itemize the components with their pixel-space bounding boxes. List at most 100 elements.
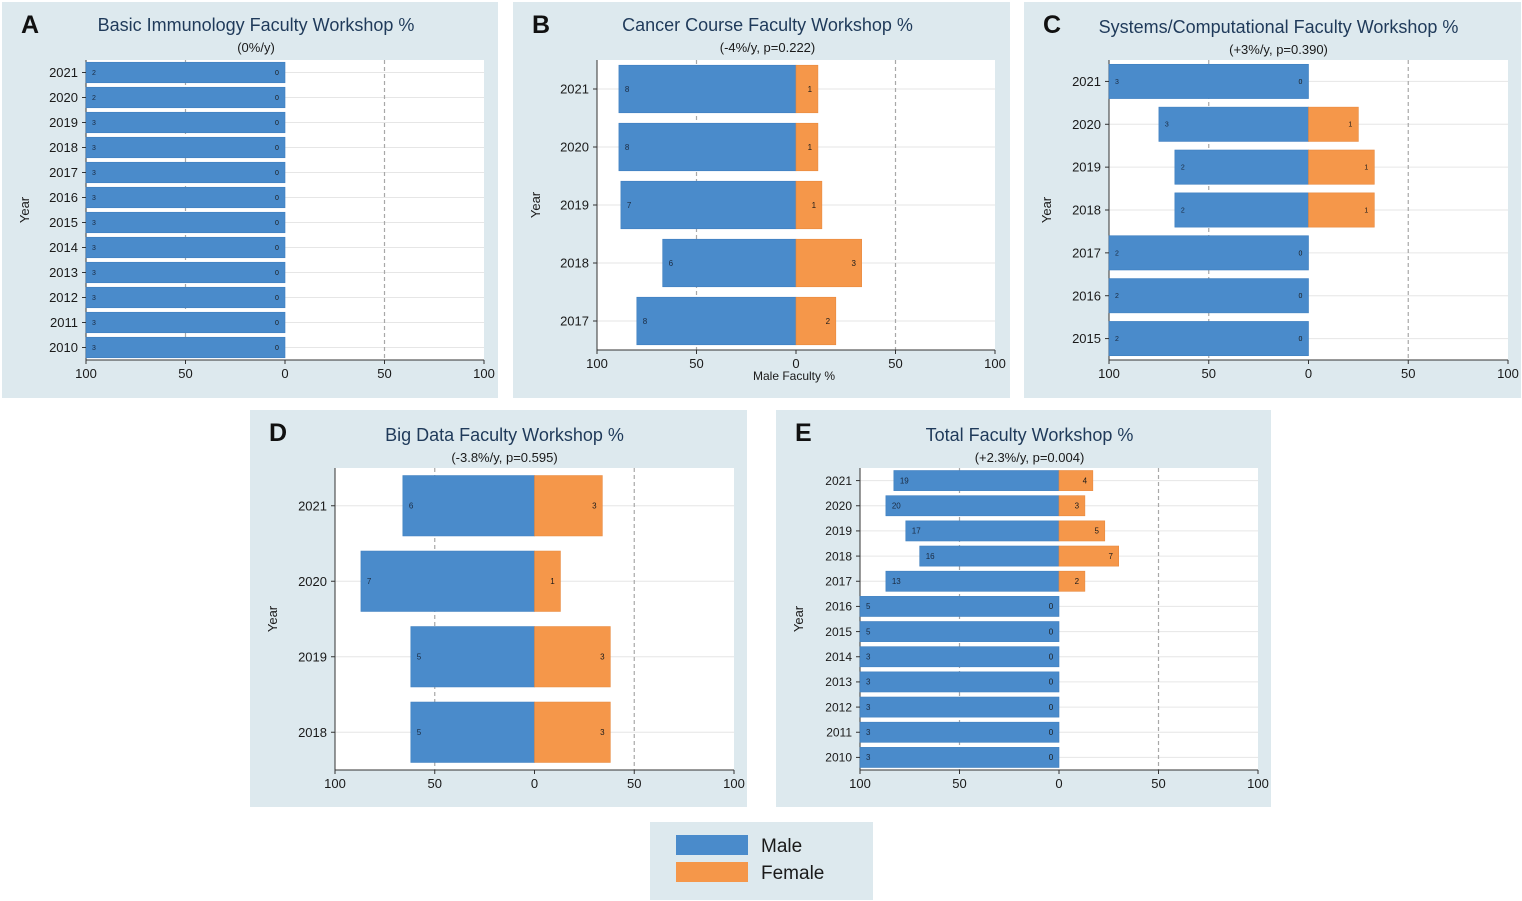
male-count-label: 5: [866, 602, 871, 611]
male-count-label: 13: [892, 577, 901, 586]
bar-male: [85, 61, 286, 84]
x-tick-label: 0: [281, 366, 288, 381]
panel-letter: D: [269, 419, 287, 447]
bar-male: [885, 495, 1060, 517]
bar-male: [85, 111, 286, 134]
female-count-label: 0: [1049, 703, 1054, 712]
legend-male-swatch: [676, 835, 748, 855]
female-count-label: 0: [275, 295, 279, 302]
chart-subtitle: (+2.3%/y, p=0.004): [975, 450, 1085, 465]
x-tick-label: 50: [627, 776, 641, 791]
x-tick-label: 50: [1202, 366, 1216, 381]
y-tick-label: 2021: [825, 474, 852, 488]
y-tick-label: 2013: [49, 265, 78, 280]
panel-letter: C: [1043, 11, 1061, 39]
chart-title: Basic Immunology Faculty Workshop %: [98, 15, 415, 35]
bar-female: [1058, 570, 1086, 592]
chart-subtitle: (+3%/y, p=0.390): [1229, 42, 1328, 57]
bar-female: [1308, 106, 1359, 142]
legend: Male Female: [650, 822, 873, 900]
y-tick-label: 2021: [298, 498, 327, 513]
male-count-label: 3: [1115, 79, 1119, 86]
male-count-label: 3: [92, 170, 96, 177]
bar-male: [1108, 278, 1309, 314]
bar-male: [859, 747, 1060, 768]
y-tick-label: 2021: [49, 65, 78, 80]
y-tick-label: 2020: [560, 140, 589, 155]
female-count-label: 0: [1049, 602, 1054, 611]
female-count-label: 0: [275, 245, 279, 252]
y-tick-label: 2014: [825, 650, 852, 664]
male-count-label: 2: [1181, 207, 1185, 214]
chart-subtitle: (-3.8%/y, p=0.595): [451, 450, 557, 465]
male-count-label: 8: [643, 317, 648, 326]
y-axis-title: Year: [265, 605, 280, 632]
bar-male: [85, 336, 286, 359]
female-count-label: 0: [275, 345, 279, 352]
bar-male: [1108, 63, 1309, 99]
chart-panel-c: C Systems/Computational Faculty Workshop …: [1024, 2, 1521, 398]
female-count-label: 1: [1364, 207, 1368, 214]
bar-female: [1058, 545, 1120, 567]
female-count-label: 0: [1049, 753, 1054, 762]
x-tick-label: 100: [586, 356, 608, 371]
bar-male: [85, 286, 286, 309]
female-count-label: 1: [812, 201, 817, 210]
male-count-label: 3: [1165, 122, 1169, 129]
y-axis-title: Year: [17, 196, 32, 223]
y-tick-label: 2020: [1072, 117, 1101, 132]
y-axis-title: Year: [528, 191, 543, 218]
y-tick-label: 2011: [50, 315, 78, 330]
y-tick-label: 2019: [298, 649, 327, 664]
female-count-label: 0: [1299, 250, 1303, 257]
x-tick-label: 0: [792, 356, 799, 371]
x-tick-label: 100: [473, 366, 495, 381]
y-tick-label: 2020: [825, 499, 852, 513]
bar-male: [859, 721, 1060, 743]
male-count-label: 3: [866, 678, 871, 687]
male-count-label: 2: [1115, 293, 1119, 300]
female-count-label: 1: [1364, 165, 1368, 172]
male-count-label: 2: [1115, 336, 1119, 343]
male-count-label: 17: [912, 527, 921, 536]
chart-panel-e: E Total Faculty Workshop % (+2.3%/y, p=0.0…: [776, 410, 1271, 807]
y-tick-label: 2017: [1072, 245, 1101, 260]
x-tick-label: 100: [75, 366, 97, 381]
y-tick-label: 2021: [1072, 74, 1101, 89]
bar-female: [795, 296, 837, 346]
y-tick-label: 2010: [825, 751, 852, 765]
male-count-label: 5: [866, 627, 871, 636]
bar-male: [859, 646, 1060, 668]
chart-title: Cancer Course Faculty Workshop %: [622, 15, 913, 35]
male-count-label: 20: [892, 502, 901, 511]
y-tick-label: 2020: [49, 90, 78, 105]
bar-male: [905, 520, 1060, 542]
bar-male: [859, 596, 1060, 617]
female-count-label: 4: [1083, 476, 1088, 485]
y-tick-label: 2014: [49, 240, 78, 255]
bar-female: [1058, 520, 1106, 542]
female-count-label: 1: [550, 577, 555, 586]
y-tick-label: 2019: [49, 115, 78, 130]
y-tick-label: 2012: [825, 700, 852, 714]
female-count-label: 0: [275, 270, 279, 277]
x-tick-label: 100: [849, 776, 871, 791]
male-count-label: 8: [625, 85, 630, 94]
male-count-label: 3: [866, 653, 871, 662]
chart-title: Big Data Faculty Workshop %: [385, 425, 624, 445]
bar-male: [1158, 106, 1309, 142]
female-count-label: 3: [851, 259, 856, 268]
y-tick-label: 2021: [560, 82, 589, 97]
chart-panel-a: A Basic Immunology Faculty Workshop % (0%/…: [2, 2, 498, 398]
bar-female: [534, 701, 611, 763]
bar-male: [410, 626, 535, 688]
male-count-label: 3: [866, 728, 871, 737]
bar-female: [1058, 470, 1094, 491]
chart-subtitle: (0%/y): [237, 40, 275, 55]
bar-male: [859, 621, 1060, 642]
female-count-label: 0: [1049, 678, 1054, 687]
bar-female: [795, 180, 823, 230]
female-count-label: 0: [275, 70, 279, 77]
chart-title: Systems/Computational Faculty Workshop %: [1099, 17, 1459, 37]
